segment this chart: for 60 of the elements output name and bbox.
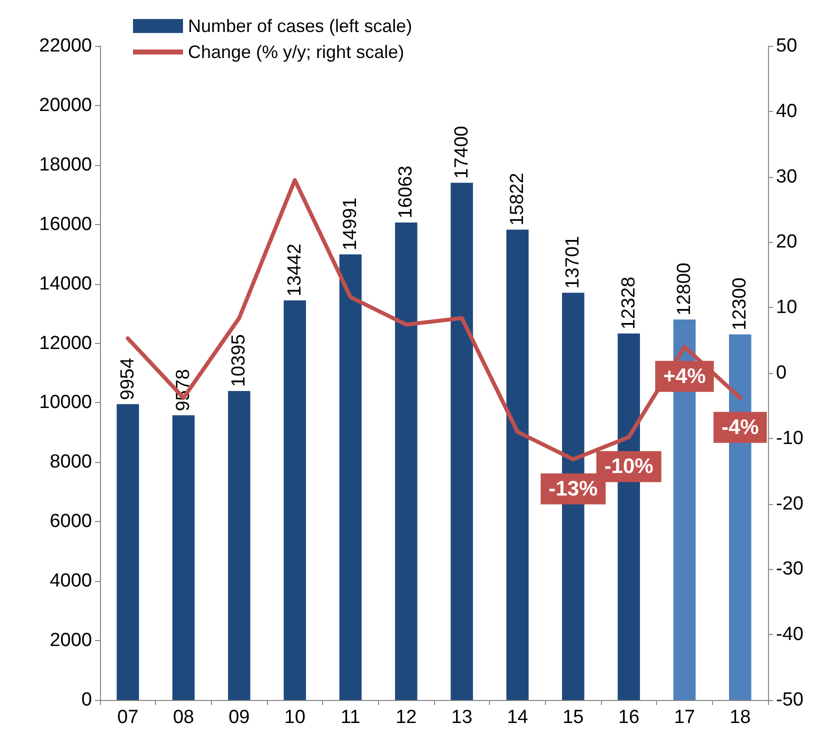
y-tick-label: 12000 [39,332,92,354]
x-tick-label: 17 [674,707,696,728]
bar [284,300,306,700]
y2-tick-label: -20 [776,493,804,514]
data-label: 15822 [507,172,528,226]
y-tick-label: 4000 [50,570,92,592]
data-label: 12800 [674,262,695,316]
x-tick-label: 09 [228,707,250,728]
data-label: -4% [721,416,760,439]
y-tick-label: 0 [81,690,92,710]
x-tick-label: 10 [284,707,306,728]
y-tick-label: 2000 [50,630,92,652]
data-label: 12300 [730,278,751,330]
data-label: 13701 [562,236,584,289]
y2-tick-label: 30 [776,166,798,188]
bar [339,254,362,700]
data-label: 13442 [284,244,306,296]
x-tick-label: 08 [172,707,194,728]
x-tick-label: 07 [117,707,138,728]
data-label: -13% [548,477,598,500]
bar [172,415,195,700]
x-tick-label: 11 [340,707,360,728]
y2-tick-label: 50 [776,36,798,56]
y-tick-label: 6000 [50,511,92,532]
data-label: 17400 [451,126,472,179]
x-tick-label: 16 [618,707,640,728]
y2-tick-label: -50 [776,690,804,710]
data-label: 10395 [228,334,250,387]
data-label: 9954 [117,357,138,400]
bar [228,390,250,700]
data-label: 14991 [340,198,361,250]
y2-tick-label: -30 [776,558,804,580]
data-label: -10% [604,455,654,478]
x-tick-label: 18 [730,707,751,728]
data-label: 16063 [396,166,417,218]
y-tick-label: 16000 [39,214,92,235]
y2-tick-label: 10 [776,297,798,318]
y2-tick-label: -40 [776,624,804,646]
y-tick-label: 10000 [39,392,92,414]
y-tick-label: 18000 [39,154,92,176]
bar [450,182,473,700]
x-tick-label: 14 [506,707,528,728]
y-tick-label: 20000 [39,94,92,116]
legend-label: Change (% y/y; right scale) [188,42,404,62]
y2-tick-label: 40 [776,100,798,122]
x-tick-label: 15 [562,707,584,728]
data-label: +4% [663,364,706,388]
y2-tick-label: 20 [776,232,798,253]
data-label: 12328 [618,276,640,330]
y-tick-label: 14000 [39,273,92,294]
bar [116,404,139,700]
x-tick-label: 13 [451,707,472,728]
legend-label: Number of cases (left scale) [188,16,412,36]
bar [395,222,418,700]
y-tick-label: 22000 [39,36,92,56]
y2-tick-label: -10 [776,428,804,449]
y-tick-label: 8000 [50,452,92,473]
y2-tick-label: 0 [776,362,787,384]
x-tick-label: 12 [396,707,417,728]
bar [506,230,529,700]
